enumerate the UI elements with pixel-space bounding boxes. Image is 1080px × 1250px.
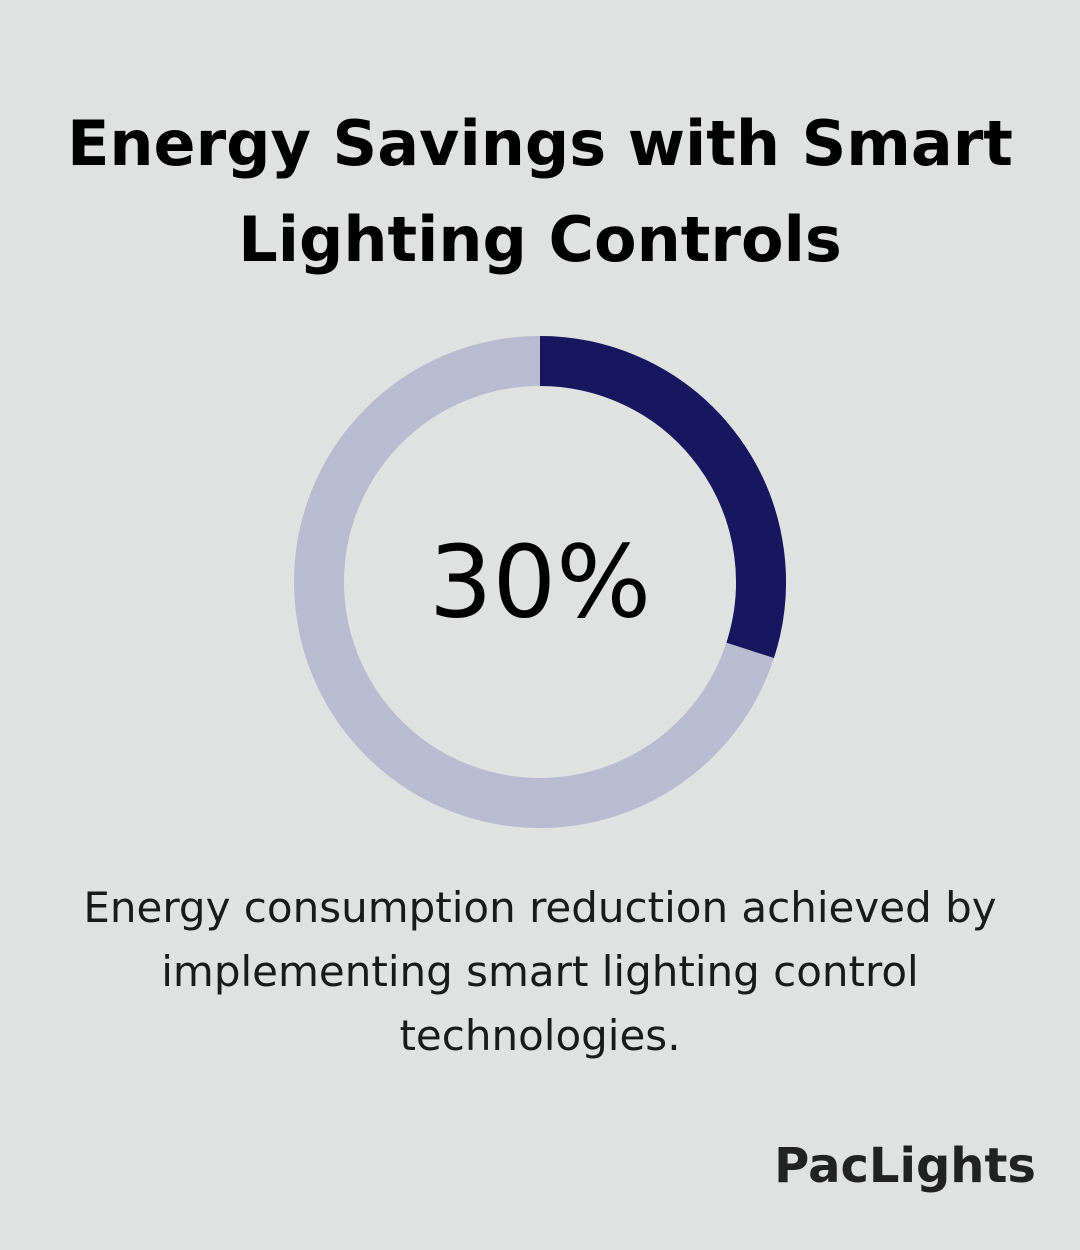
infographic-title: Energy Savings with Smart Lighting Contr… <box>67 107 1013 276</box>
donut-chart: 30% <box>294 336 786 828</box>
donut-center-label: 30% <box>429 524 651 641</box>
donut-value-arc <box>539 336 786 658</box>
brand-logo: PacLights <box>774 1138 1036 1194</box>
infographic-caption: Energy consumption reduction achieved by… <box>83 883 997 1060</box>
